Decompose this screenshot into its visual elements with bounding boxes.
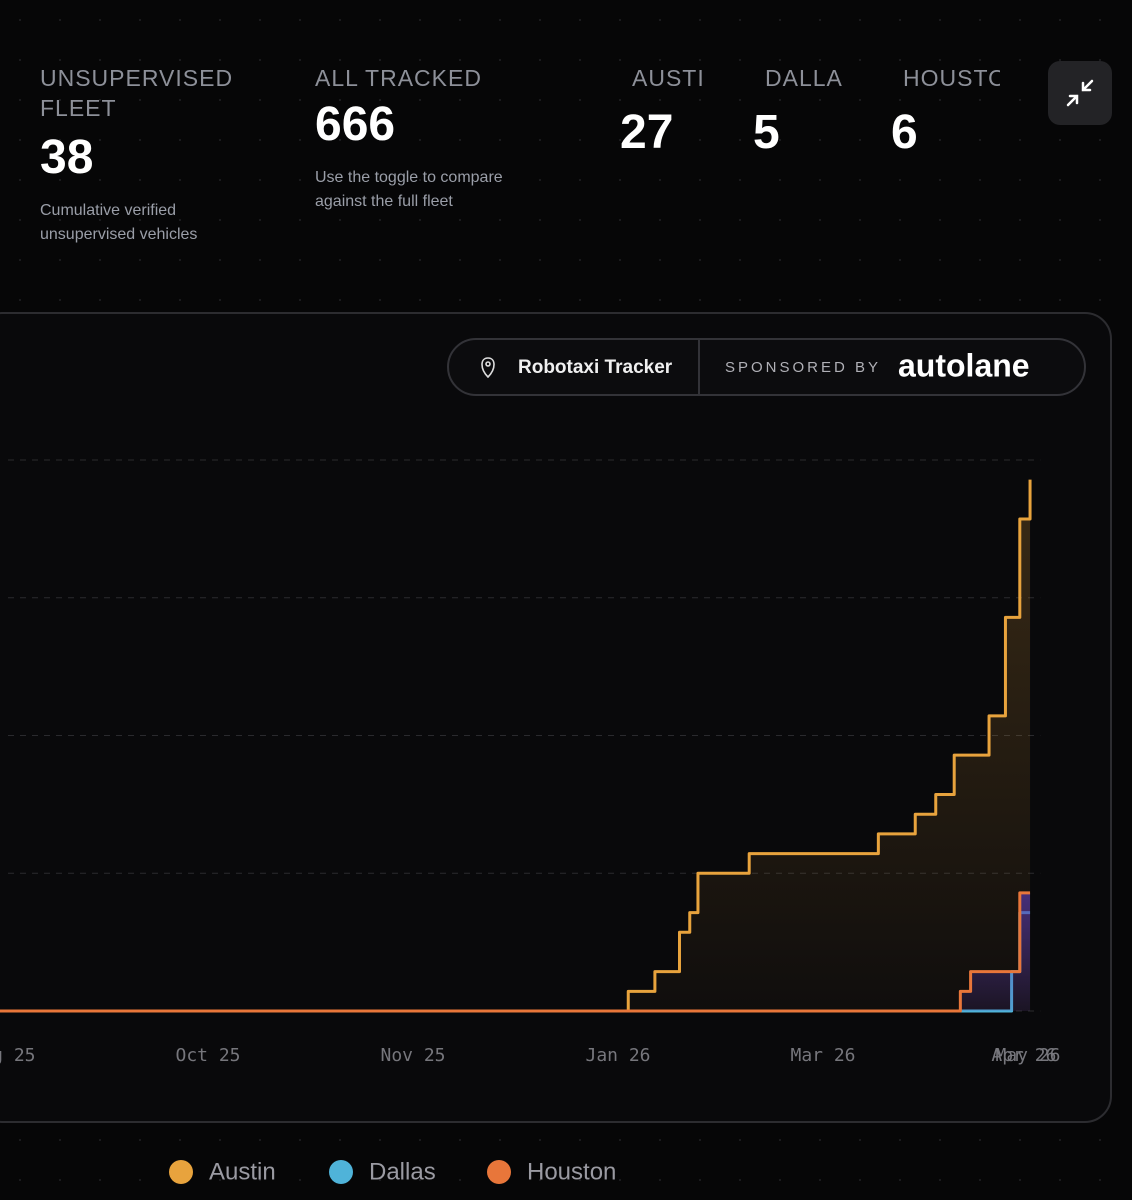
city-label: AUSTIN xyxy=(632,65,704,91)
x-tick-label: Nov 25 xyxy=(380,1045,445,1066)
legend-swatch xyxy=(487,1160,511,1184)
x-tick-label: Jan 26 xyxy=(585,1045,650,1066)
x-tick-label: May 26 xyxy=(995,1045,1060,1066)
series-line xyxy=(0,891,1031,1013)
legend-label: Austin xyxy=(209,1158,276,1185)
legend-label: Houston xyxy=(527,1158,616,1185)
stat-note: Use the toggle to compare against the fu… xyxy=(315,169,503,210)
city-label: HOUSTON xyxy=(903,65,1000,91)
sponsor-label: SPONSORED BY xyxy=(725,359,881,376)
collapse-button[interactable] xyxy=(1048,61,1112,125)
x-tick-label: Apr 26 xyxy=(991,1045,1056,1066)
sponsor-logo: autolane xyxy=(898,347,1030,383)
stat-label: ALL TRACKED xyxy=(315,65,482,91)
pin-icon xyxy=(481,357,495,379)
legend-label: Dallas xyxy=(369,1158,436,1185)
badge-name: Robotaxi Tracker xyxy=(518,357,673,378)
city-label: DALLAS xyxy=(765,65,844,91)
x-tick-label: Aug 25 xyxy=(0,1045,36,1066)
stat-label: UNSUPERVISED FLEET xyxy=(40,65,234,121)
legend-swatch xyxy=(169,1160,193,1184)
x-tick-label: Oct 25 xyxy=(175,1045,240,1066)
series-line xyxy=(0,479,1032,1013)
x-tick-label: Mar 26 xyxy=(790,1045,855,1066)
stat-note: Cumulative verified unsupervised vehicle… xyxy=(40,202,198,243)
stat-value: 666 xyxy=(315,98,396,151)
series-area xyxy=(0,479,1031,1011)
city-value: 27 xyxy=(620,106,674,159)
collapse-icon xyxy=(1066,79,1094,107)
legend-swatch xyxy=(329,1160,353,1184)
badge xyxy=(447,338,1086,396)
city-value: 6 xyxy=(891,106,918,159)
city-value: 5 xyxy=(753,106,780,159)
stat-value: 38 xyxy=(40,131,94,184)
legend: Austin Dallas Houston xyxy=(169,1158,616,1185)
